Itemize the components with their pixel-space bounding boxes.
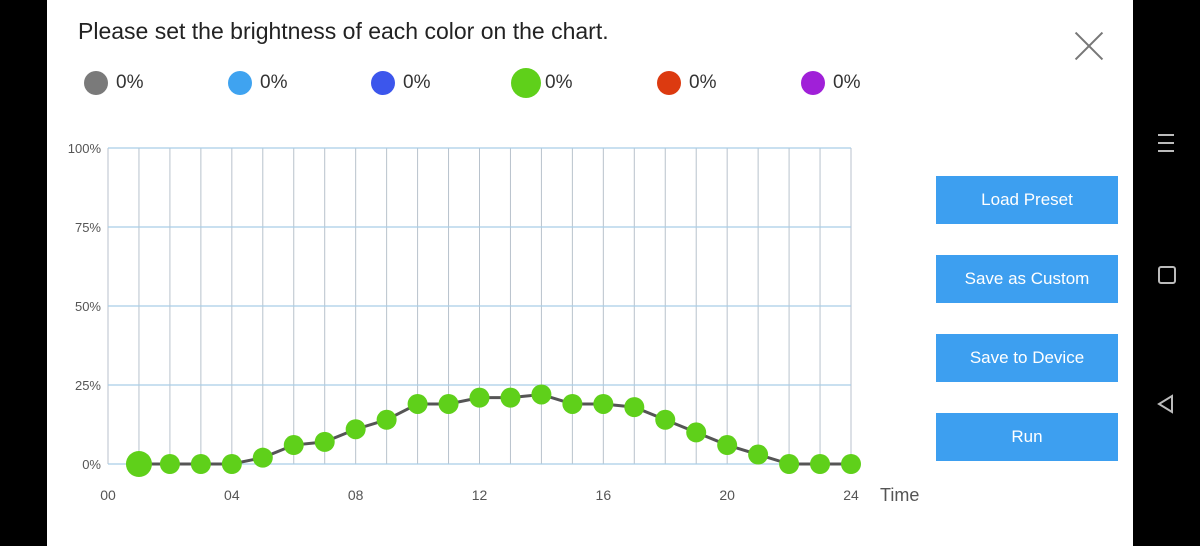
x-tick-label: 12 xyxy=(472,487,488,503)
color-dot-icon xyxy=(228,71,252,95)
data-point[interactable] xyxy=(624,397,645,418)
data-point[interactable] xyxy=(841,454,861,474)
data-point[interactable] xyxy=(407,393,428,414)
data-point[interactable] xyxy=(125,451,152,477)
legend-item-blue[interactable]: 0% xyxy=(371,70,430,96)
data-point[interactable] xyxy=(221,454,242,474)
legend-value: 0% xyxy=(116,72,144,93)
data-point[interactable] xyxy=(345,419,366,440)
legend-value: 0% xyxy=(689,72,717,93)
color-dot-icon xyxy=(371,71,395,95)
y-tick-label: 100% xyxy=(68,141,102,156)
x-tick-label: 24 xyxy=(843,487,859,503)
data-point[interactable] xyxy=(748,444,769,465)
load-preset-button[interactable]: Load Preset xyxy=(936,176,1118,224)
data-point[interactable] xyxy=(314,431,335,452)
x-tick-label: 00 xyxy=(100,487,116,503)
data-point[interactable] xyxy=(283,435,304,456)
data-point[interactable] xyxy=(469,387,490,408)
data-point[interactable] xyxy=(686,422,707,443)
data-point[interactable] xyxy=(500,387,521,408)
save-as-custom-button[interactable]: Save as Custom xyxy=(936,255,1118,303)
legend-value: 0% xyxy=(403,72,431,93)
color-dot-icon xyxy=(801,71,825,95)
data-point[interactable] xyxy=(438,393,459,414)
x-tick-label: 20 xyxy=(719,487,735,503)
x-tick-label: 08 xyxy=(348,487,364,503)
legend-item-green[interactable]: 0% xyxy=(511,68,573,98)
legend-value: 0% xyxy=(833,72,861,93)
data-point[interactable] xyxy=(810,454,831,474)
x-axis-label: Time xyxy=(880,485,919,505)
data-point[interactable] xyxy=(593,393,614,414)
legend-value: 0% xyxy=(260,72,288,93)
data-point[interactable] xyxy=(717,435,738,456)
color-dot-icon xyxy=(84,71,108,95)
run-button[interactable]: Run xyxy=(936,413,1118,461)
x-tick-label: 04 xyxy=(224,487,240,503)
data-point[interactable] xyxy=(252,447,273,468)
legend-item-purple[interactable]: 0% xyxy=(801,70,860,96)
legend-item-light-blue[interactable]: 0% xyxy=(228,70,287,96)
color-dot-icon xyxy=(511,68,541,98)
legend-value: 0% xyxy=(545,72,573,93)
y-tick-label: 50% xyxy=(75,299,101,314)
data-point[interactable] xyxy=(562,393,583,414)
y-tick-label: 75% xyxy=(75,220,101,235)
series-line xyxy=(138,392,851,466)
data-point[interactable] xyxy=(531,384,552,405)
color-dot-icon xyxy=(657,71,681,95)
y-tick-label: 0% xyxy=(82,457,101,472)
x-tick-label: 16 xyxy=(596,487,612,503)
data-point[interactable] xyxy=(655,409,676,430)
data-point[interactable] xyxy=(376,409,397,430)
save-to-device-button[interactable]: Save to Device xyxy=(936,334,1118,382)
dialog-title: Please set the brightness of each color … xyxy=(78,18,609,44)
y-tick-label: 25% xyxy=(75,378,101,393)
back-icon[interactable] xyxy=(1156,394,1176,414)
data-point[interactable] xyxy=(190,454,211,474)
legend-item-gray[interactable]: 0% xyxy=(84,70,143,96)
home-icon[interactable] xyxy=(1158,266,1176,284)
legend-item-red[interactable]: 0% xyxy=(657,70,716,96)
menu-icon[interactable] xyxy=(1158,134,1174,154)
data-point[interactable] xyxy=(159,454,180,474)
data-point[interactable] xyxy=(779,454,800,474)
